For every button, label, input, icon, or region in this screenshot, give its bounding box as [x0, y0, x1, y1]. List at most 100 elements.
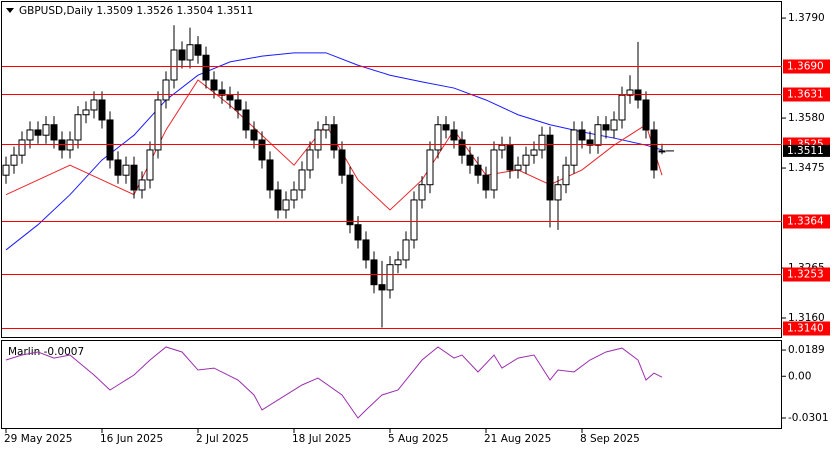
candle-body	[650, 129, 658, 171]
candle-body	[90, 99, 98, 111]
indicator-tick-label: 0.0189	[788, 344, 825, 356]
chart-title: GBPUSD,Daily 1.3509 1.3526 1.3504 1.3511	[19, 5, 253, 17]
candle-body	[610, 119, 618, 131]
indicator-tick-label: -0.0301	[788, 412, 829, 424]
candle-body	[442, 124, 450, 131]
candle-body	[282, 199, 290, 211]
candle-body	[82, 109, 90, 116]
level-label: 1.3364	[787, 216, 824, 228]
level-label: 1.3631	[787, 89, 824, 101]
candle-body	[202, 54, 210, 81]
moving-average	[5, 52, 663, 251]
level-label: 1.3253	[787, 269, 824, 281]
candle-body	[354, 224, 362, 241]
candle-body	[242, 109, 250, 131]
x-tick-label: 29 May 2025	[4, 433, 72, 445]
candle-body	[362, 239, 370, 261]
x-tick-label: 16 Jun 2025	[100, 433, 163, 445]
x-tick-label: 5 Aug 2025	[388, 433, 449, 445]
candle-body	[538, 134, 546, 151]
candle-body	[114, 159, 122, 176]
candle-body	[530, 149, 538, 156]
candle-body	[34, 129, 42, 136]
candle-body	[322, 124, 330, 131]
candle-body	[602, 124, 610, 131]
candle-body	[258, 139, 266, 161]
candle-body	[130, 164, 138, 191]
y-tick-label: 1.3160	[788, 312, 825, 324]
candle-body	[490, 149, 498, 191]
candle-body	[570, 129, 578, 166]
y-tick-label: 1.3580	[788, 112, 825, 124]
candle-body	[298, 169, 306, 191]
candle-body	[26, 129, 34, 141]
candle-body	[658, 150, 666, 153]
candle-body	[226, 94, 234, 101]
candle-body	[554, 184, 562, 201]
candle-body	[194, 44, 202, 56]
x-tick-label: 8 Sep 2025	[580, 433, 640, 445]
candle-body	[338, 149, 346, 176]
candle-body	[42, 124, 50, 136]
candle-body	[98, 99, 106, 121]
candle-body	[178, 49, 186, 61]
candle-body	[154, 99, 162, 151]
current-price-label: 1.3511	[787, 145, 824, 157]
indicator-line	[5, 346, 663, 419]
candle-body	[458, 139, 466, 156]
candle-body	[74, 114, 82, 141]
candle-body	[218, 89, 226, 96]
candle-body	[186, 44, 194, 61]
candle-body	[266, 159, 274, 191]
candle-body	[594, 124, 602, 146]
x-tick-label: 21 Aug 2025	[484, 433, 551, 445]
main-pane-border	[1, 1, 782, 338]
level-label-box	[783, 214, 830, 229]
candle-body	[482, 174, 490, 191]
candle-body	[346, 174, 354, 226]
level-label-box	[783, 59, 830, 74]
candle-body	[410, 199, 418, 241]
candle-body	[250, 129, 258, 141]
candle-body	[162, 79, 170, 101]
candle-body	[290, 189, 298, 201]
menu-triangle[interactable]	[6, 8, 14, 13]
candle-body	[386, 264, 394, 291]
candle-body	[170, 49, 178, 81]
candle-body	[506, 144, 514, 171]
candle-body	[370, 259, 378, 286]
candle-body	[234, 99, 242, 111]
x-tick-label: 18 Jul 2025	[292, 433, 351, 445]
candle-body	[2, 164, 10, 176]
candle-body	[586, 139, 594, 146]
level-label-box	[783, 267, 830, 282]
candle-body	[18, 139, 26, 156]
candle-body	[402, 239, 410, 261]
candle-body	[426, 149, 434, 186]
candle-body	[642, 99, 650, 131]
candle-body	[562, 164, 570, 186]
level-label: 1.3140	[787, 323, 824, 335]
candle-body	[378, 284, 386, 291]
indicator-title: Marlin -0.0007	[8, 346, 84, 358]
candle-body	[522, 154, 530, 166]
candle-body	[138, 179, 146, 191]
candle-body	[514, 164, 522, 171]
candle-body	[10, 154, 18, 166]
candle-body	[146, 149, 154, 181]
candle-body	[450, 129, 458, 141]
candle-body	[466, 154, 474, 166]
candle-body	[474, 164, 482, 176]
candle-body	[314, 129, 322, 151]
candle-body	[330, 124, 338, 151]
candle-body	[626, 89, 634, 96]
level-label-box	[783, 87, 830, 102]
y-tick-label: 1.3475	[788, 162, 825, 174]
y-tick-label: 1.3790	[788, 12, 825, 24]
candle-body	[274, 189, 282, 211]
candle-body	[106, 119, 114, 161]
candle-body	[578, 129, 586, 141]
candle-body	[394, 259, 402, 266]
